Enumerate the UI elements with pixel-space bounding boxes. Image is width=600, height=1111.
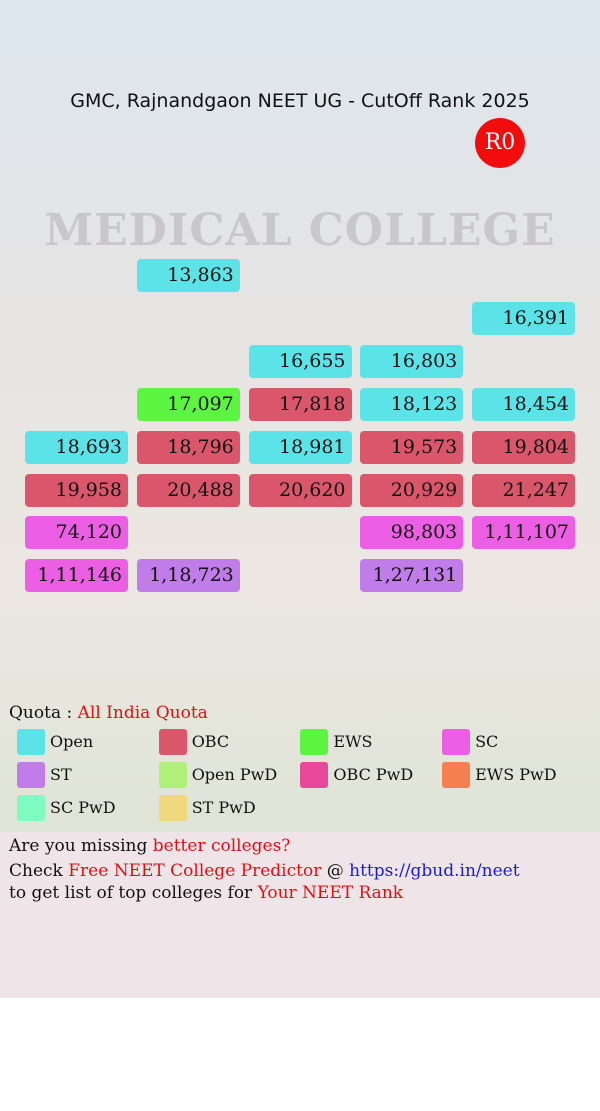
cutoff-tile: 19,804 [472,430,575,464]
legend-item: OBC [158,729,230,755]
legend-swatch [17,762,45,788]
legend-item: OBC PwD [300,762,413,788]
legend-label: ST PwD [191,798,256,817]
cutoff-tile: 13,863 [136,259,240,292]
footer-line: Check Free NEET College Predictor @ http… [9,861,520,881]
highlight: better colleges? [152,836,291,856]
legend-label: SC PwD [50,798,116,817]
legend-item: ST [17,762,72,788]
cutoff-tile: 98,803 [360,516,464,550]
legend-item: SC [442,729,498,755]
legend-label: ST [50,765,72,784]
cutoff-tile: 21,247 [472,473,575,507]
legend-label: OBC [191,732,230,751]
cutoff-tile: 16,655 [248,344,352,378]
legend-item: ST PwD [158,795,256,821]
legend-swatch [17,795,45,821]
legend-label: Open PwD [191,765,278,784]
legend-label: EWS PwD [475,765,557,784]
highlight: Free NEET College Predictor [68,861,322,881]
legend-swatch [442,762,471,788]
cutoff-tile: 16,803 [360,344,464,378]
cutoff-tile: 1,11,146 [25,559,128,593]
legend-label: EWS [333,732,373,751]
cutoff-tile: 18,796 [136,430,240,464]
round-badge: R0 [475,118,525,168]
legend-swatch [300,762,329,788]
legend-swatch [300,729,329,755]
legend-swatch [158,762,187,788]
cutoff-tile: 19,573 [360,430,464,464]
text: to get list of top colleges for [9,883,258,903]
quota-label: Quota : [9,703,73,723]
legend-swatch [442,729,471,755]
legend-label: SC [475,732,499,751]
title: GMC, Rajnandgaon NEET UG - CutOff Rank 2… [70,90,530,112]
cutoff-tile: 18,981 [248,430,352,464]
legend-item: EWS PwD [442,762,557,788]
cutoff-tile: 20,929 [360,473,464,507]
footer: Are you missing better colleges? Check F… [0,832,600,998]
footer-line: to get list of top colleges for Your NEE… [9,883,403,903]
cutoff-tile: 16,391 [472,301,575,335]
cutoff-tile: 1,27,131 [360,559,464,593]
legend-item: Open [17,729,93,755]
cutoff-tile: 1,11,107 [472,516,575,550]
cutoff-tile: 1,18,723 [136,559,240,593]
cutoff-tile: 19,958 [25,473,128,507]
cutoff-tile: 18,693 [25,430,128,464]
legend-swatch [158,795,187,821]
text: Check [9,861,69,881]
cutoff-tile: 74,120 [25,516,128,550]
footer-line: Are you missing better colleges? [9,836,290,856]
cutoff-tile: 18,454 [472,387,575,421]
highlight: Your NEET Rank [257,883,404,903]
legend-swatch [17,729,45,755]
cutoff-tile: 18,123 [360,387,464,421]
cutoff-tile: 17,818 [248,387,352,421]
background-text: MEDICAL COLLEGE [44,205,556,256]
legend-item: Open PwD [158,762,278,788]
cutoff-tile: 17,097 [136,387,240,421]
quota-line: Quota : All India Quota [9,703,208,723]
link[interactable]: https://gbud.in/neet [349,861,520,881]
legend-label: OBC PwD [333,765,414,784]
legend-label: Open [50,732,94,751]
quota-value: All India Quota [77,703,208,723]
cutoff-tile: 20,620 [248,473,352,507]
legend-swatch [158,729,187,755]
cutoff-tile: 20,488 [136,473,240,507]
legend-item: SC PwD [17,795,116,821]
legend-item: EWS [300,729,372,755]
text: Are you missing [9,836,153,856]
text: @ [321,861,350,881]
